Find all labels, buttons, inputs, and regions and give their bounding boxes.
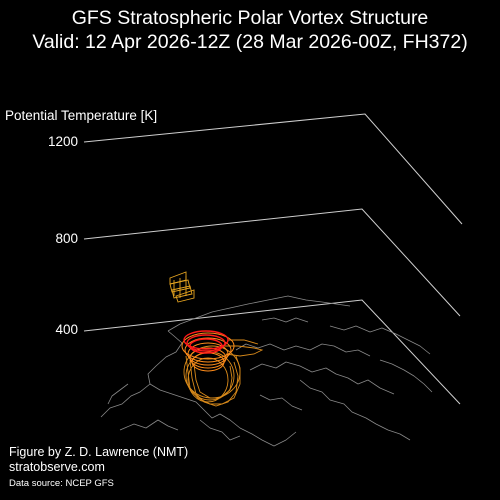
vortex-core-contours — [183, 330, 229, 354]
website-link: stratobserve.com — [9, 460, 105, 474]
level-frame-800 — [83, 208, 461, 317]
tick-label-1200: 1200 — [47, 134, 78, 149]
vertical-axis-title: Potential Temperature [K] — [5, 108, 158, 123]
level-frame-400 — [83, 299, 461, 405]
level-frames — [83, 113, 463, 405]
upper-level-contours — [169, 271, 195, 303]
coastline-map — [100, 295, 433, 447]
figure-author: Figure by Z. D. Lawrence (NMT) — [9, 445, 189, 459]
credits: Figure by Z. D. Lawrence (NMT) stratobse… — [9, 445, 188, 491]
figure-title: GFS Stratospheric Polar Vortex Structure… — [0, 6, 500, 54]
title-line-1: GFS Stratospheric Polar Vortex Structure — [71, 7, 429, 29]
tick-label-800: 800 — [55, 231, 78, 246]
vortex-outer-contours — [183, 339, 264, 407]
level-frame-1200 — [83, 113, 463, 225]
vortex-mid-contours — [181, 332, 235, 372]
data-source: Data source: NCEP GFS — [9, 478, 114, 489]
tick-label-400: 400 — [55, 322, 78, 337]
title-line-2: Valid: 12 Apr 2026-12Z (28 Mar 2026-00Z,… — [32, 31, 468, 53]
